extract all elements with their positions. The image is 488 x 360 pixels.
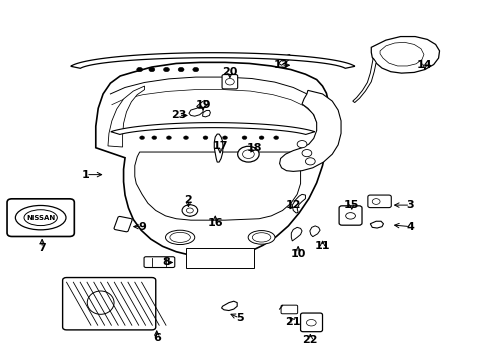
Circle shape [203,136,207,139]
Polygon shape [370,37,439,73]
Circle shape [137,67,142,72]
Circle shape [225,78,234,85]
Polygon shape [369,221,383,228]
Polygon shape [202,111,210,117]
Polygon shape [291,227,302,241]
Circle shape [192,67,198,72]
Text: 1: 1 [82,170,90,180]
Polygon shape [279,90,340,171]
Ellipse shape [169,232,190,242]
Polygon shape [278,54,291,65]
Text: 9: 9 [138,222,146,231]
Text: 4: 4 [406,222,413,231]
Polygon shape [214,134,223,162]
Text: 2: 2 [184,195,192,205]
Text: 11: 11 [314,241,329,251]
Circle shape [152,136,157,139]
FancyBboxPatch shape [281,305,297,314]
Text: 15: 15 [344,200,359,210]
FancyBboxPatch shape [222,75,237,89]
FancyBboxPatch shape [62,278,156,330]
Polygon shape [135,152,300,220]
Polygon shape [96,62,328,257]
FancyBboxPatch shape [144,257,174,267]
Ellipse shape [165,230,194,244]
Polygon shape [221,301,237,311]
Ellipse shape [24,210,57,226]
Circle shape [242,136,246,139]
Circle shape [273,136,278,139]
Ellipse shape [306,319,316,326]
Polygon shape [309,226,320,237]
Text: 7: 7 [38,243,46,253]
Polygon shape [188,107,203,116]
Circle shape [182,205,197,216]
Circle shape [242,150,254,158]
FancyBboxPatch shape [7,199,74,237]
Ellipse shape [247,230,274,244]
Ellipse shape [252,233,270,242]
Circle shape [302,149,311,157]
Circle shape [183,136,188,139]
Polygon shape [196,100,208,108]
FancyBboxPatch shape [300,313,322,332]
Polygon shape [292,194,305,213]
Text: 17: 17 [212,141,227,151]
Text: 10: 10 [290,248,305,258]
Circle shape [297,140,306,148]
Circle shape [166,136,171,139]
Circle shape [222,136,227,139]
FancyBboxPatch shape [114,216,132,232]
Polygon shape [71,53,354,68]
Text: 3: 3 [406,200,413,210]
Circle shape [163,67,169,72]
Polygon shape [185,248,254,268]
Text: 8: 8 [163,257,170,267]
Polygon shape [352,58,375,103]
Circle shape [186,208,193,213]
FancyBboxPatch shape [367,195,390,208]
Text: 19: 19 [195,100,210,110]
Text: 23: 23 [171,111,186,121]
Circle shape [149,67,155,72]
Text: 14: 14 [416,60,432,70]
Circle shape [259,136,264,139]
Text: 21: 21 [285,317,301,327]
Ellipse shape [15,206,66,230]
Polygon shape [111,123,314,134]
Circle shape [237,146,259,162]
Polygon shape [379,42,423,66]
Text: 12: 12 [285,200,301,210]
Text: 22: 22 [302,334,317,345]
Text: NISSAN: NISSAN [26,215,55,221]
Circle shape [178,67,183,72]
Text: 13: 13 [273,60,288,70]
Circle shape [140,136,144,139]
FancyBboxPatch shape [338,206,361,225]
Circle shape [371,199,379,204]
Ellipse shape [345,213,355,219]
Text: 6: 6 [152,333,161,343]
Text: 16: 16 [207,218,223,228]
Circle shape [305,158,315,165]
Polygon shape [108,86,144,147]
Text: 18: 18 [246,143,262,153]
Text: 5: 5 [235,313,243,323]
Text: 20: 20 [222,67,237,77]
